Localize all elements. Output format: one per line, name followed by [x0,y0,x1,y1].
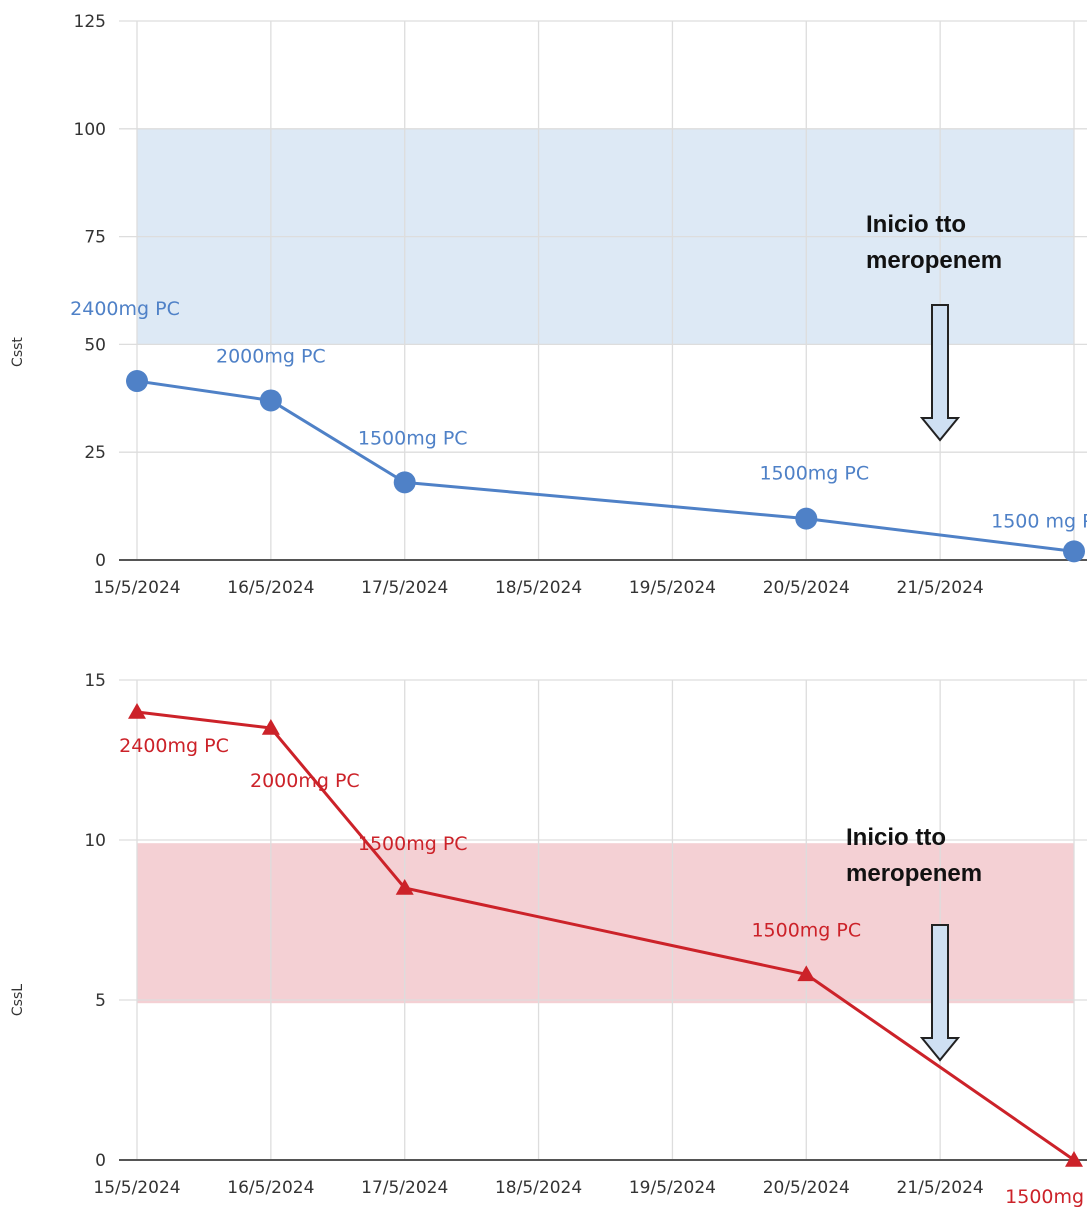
dose-annotation: 1500mg PC [751,919,861,941]
x-tick-label: 17/5/2024 [361,578,448,598]
x-tick-label: 18/5/2024 [495,1178,582,1198]
x-tick-label: 15/5/2024 [93,578,180,598]
x-tick-label: 16/5/2024 [227,1178,314,1198]
x-tick-label: 21/5/2024 [897,1178,984,1198]
down-arrow-icon [919,924,961,1062]
dose-annotation: 2400mg PC [70,298,180,320]
dose-annotation: 1500 mg PC [991,510,1087,532]
x-tick-label: 18/5/2024 [495,578,582,598]
y-tick-label: 75 [84,228,106,248]
x-tick-label: 17/5/2024 [361,1178,448,1198]
csst-chart: 0 25 50 75 100 125 15/5/2024 16/5/2024 17/5/2024… [10,12,1087,598]
dose-annotation: 2000mg PC [250,770,360,792]
y-tick-label: 10 [84,831,106,851]
cssl-chart: 0 5 10 15 15/5/2024 16/5/2024 17/5/2024 18/5/20… [10,671,1087,1208]
y-axis-label: CssL [10,984,26,1016]
note-line-1: Inicio tto [846,824,946,851]
x-tick-label: 19/5/2024 [629,578,716,598]
dose-annotation: 2000mg PC [216,345,326,367]
data-point [1065,1151,1083,1167]
x-tick-label: 20/5/2024 [763,1178,850,1198]
down-arrow-icon [919,304,961,442]
x-tick-label: 21/5/2024 [897,578,984,598]
y-tick-label: 0 [95,551,106,571]
y-tick-label: 125 [74,12,106,32]
note-line-1: Inicio tto [866,211,966,238]
y-tick-label: 100 [74,120,106,140]
data-point [393,471,416,494]
dose-annotation: 1500mg PC [759,463,869,485]
data-point [259,389,282,412]
y-axis-label: Csst [10,337,26,367]
data-point [795,507,818,530]
x-tick-label: 19/5/2024 [629,1178,716,1198]
note-line-2: meropenem [846,860,982,887]
dose-annotation: 1500mg PC [358,833,468,855]
data-point [395,879,414,895]
note-line-2: meropenem [866,247,1002,274]
x-tick-label: 16/5/2024 [227,578,314,598]
y-tick-label: 15 [84,671,106,691]
dose-annotation: 1500mg PC [1005,1186,1087,1208]
y-tick-label: 25 [84,443,106,463]
data-point [1063,540,1085,563]
target-band [137,843,1074,1004]
data-point [261,719,280,735]
dose-annotation: 2400mg PC [119,735,229,757]
y-tick-label: 0 [95,1151,106,1171]
y-tick-label: 5 [95,991,106,1011]
data-point [126,370,148,393]
data-point [797,965,816,982]
data-point [128,703,146,719]
x-tick-label: 15/5/2024 [93,1178,180,1198]
y-tick-label: 50 [84,335,106,355]
x-tick-label: 20/5/2024 [763,578,850,598]
dose-annotation: 1500mg PC [358,427,468,449]
